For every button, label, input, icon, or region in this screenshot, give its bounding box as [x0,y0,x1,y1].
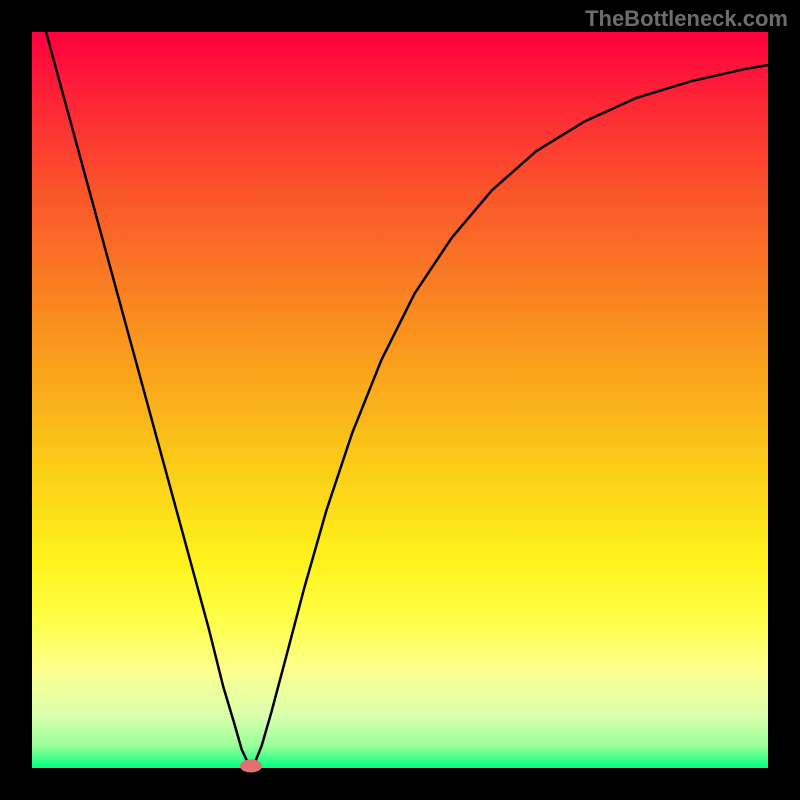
gradient-background [32,32,768,768]
plot-svg [32,32,768,768]
watermark-text: TheBottleneck.com [585,6,788,32]
plot-area [32,32,768,768]
chart-container: TheBottleneck.com [0,0,800,800]
minima-marker [240,759,262,772]
